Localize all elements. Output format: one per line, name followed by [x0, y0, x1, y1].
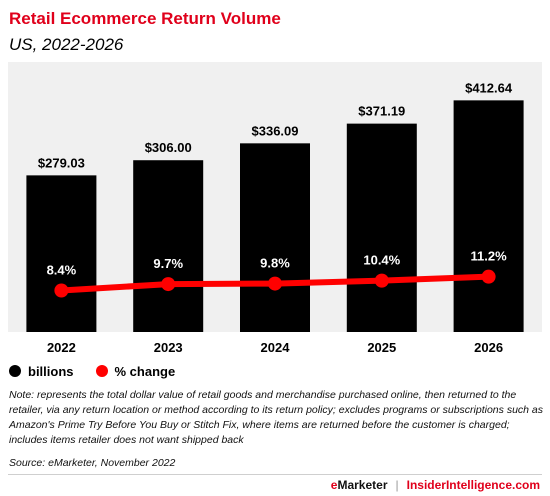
bar-value-label-2025: $371.19 [358, 104, 405, 119]
pct-point-2026 [481, 269, 496, 284]
x-tick-label-2024: 2024 [261, 340, 291, 355]
legend-label-pct-change: % change [114, 363, 176, 379]
pct-point-2023 [161, 277, 176, 292]
legend-label-billions: billions [28, 363, 74, 379]
legend-swatch-pct-change [95, 365, 108, 377]
pct-point-2024 [268, 276, 282, 291]
bar-2026 [453, 100, 524, 332]
bar-value-label-2022: $279.03 [38, 155, 85, 170]
pct-label-2025: 10.4% [363, 253, 400, 268]
footer-separator: | [395, 478, 399, 492]
pct-point-2025 [374, 273, 389, 288]
bar-2025 [346, 123, 417, 332]
bar-value-label-2023: $306.00 [145, 140, 192, 155]
x-tick-label-2026: 2026 [474, 340, 503, 355]
x-tick-label-2025: 2025 [367, 340, 396, 355]
bar-2024 [240, 143, 310, 332]
legend-item-pct-change: % change [95, 363, 176, 379]
insider-intelligence-logo: InsiderIntelligence.com [406, 478, 540, 492]
pct-point-2022 [54, 283, 69, 298]
pct-label-2026: 11.2% [471, 249, 508, 264]
legend: billions % change [9, 362, 197, 380]
pct-label-2024: 9.8% [260, 256, 290, 271]
bar-2022 [26, 175, 97, 332]
chart-note: Note: represents the total dollar value … [9, 389, 544, 446]
footer-brands: eMarketer | InsiderIntelligence.com [331, 478, 540, 492]
legend-item-billions: billions [9, 364, 74, 379]
legend-swatch-billions [9, 365, 21, 377]
x-tick-label-2022: 2022 [47, 340, 76, 355]
bar-2023 [133, 160, 204, 332]
chart-subtitle: US, 2022-2026 [9, 35, 124, 54]
chart-title: Retail Ecommerce Return Volume [9, 9, 281, 28]
bar-value-label-2024: $336.09 [252, 123, 299, 138]
footer-divider [8, 474, 542, 475]
bar-value-label-2026: $412.64 [465, 80, 513, 95]
pct-label-2022: 8.4% [47, 263, 77, 278]
x-tick-label-2023: 2023 [154, 340, 183, 355]
emarketer-logo: eMarketer [330, 478, 388, 492]
chart-source: Source: eMarketer, November 2022 [9, 457, 176, 469]
chart-canvas: $279.03 2022 $306.00 2023 $336.09 2024 $371.19… [26, 80, 524, 355]
pct-label-2023: 9.7% [153, 256, 183, 271]
